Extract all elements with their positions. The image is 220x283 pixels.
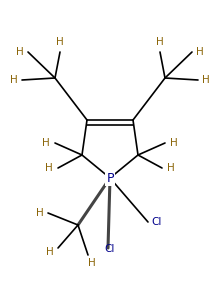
Text: Cl: Cl bbox=[105, 244, 115, 254]
Text: H: H bbox=[36, 208, 44, 218]
Text: H: H bbox=[10, 75, 18, 85]
Text: H: H bbox=[42, 138, 50, 148]
Text: H: H bbox=[196, 47, 204, 57]
Text: Cl: Cl bbox=[151, 217, 161, 227]
Text: H: H bbox=[45, 163, 53, 173]
Text: H: H bbox=[16, 47, 24, 57]
Text: H: H bbox=[167, 163, 175, 173]
Text: H: H bbox=[202, 75, 210, 85]
Text: H: H bbox=[46, 247, 54, 257]
Text: H: H bbox=[170, 138, 178, 148]
Text: H: H bbox=[88, 258, 96, 268]
Text: P: P bbox=[106, 171, 114, 185]
Text: H: H bbox=[56, 37, 64, 47]
Text: H: H bbox=[156, 37, 164, 47]
